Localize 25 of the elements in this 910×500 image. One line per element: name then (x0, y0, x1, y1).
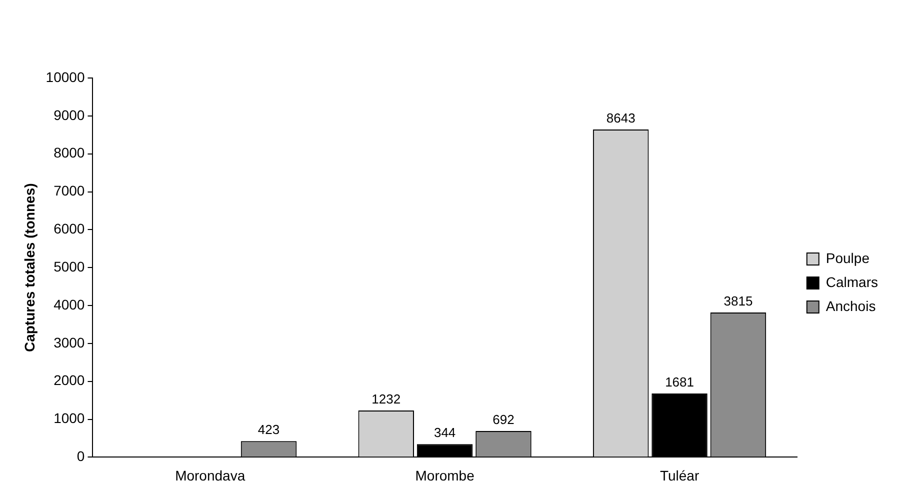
y-tick-label: 1000 (54, 410, 85, 426)
y-tick-label: 6000 (54, 220, 85, 237)
data-label: 692 (492, 412, 514, 428)
y-tick-label: 4000 (54, 296, 85, 312)
x-tick-label: Tuléar (660, 467, 700, 484)
y-tick-label: 10000 (46, 68, 85, 85)
data-label: 423 (258, 422, 280, 438)
data-label: 1232 (372, 392, 401, 407)
y-tick-label: 8000 (54, 144, 85, 161)
data-label: 8643 (606, 110, 636, 126)
legend-label: Calmars (826, 274, 878, 290)
y-tick-label: 0 (76, 448, 85, 464)
data-label: 344 (434, 425, 456, 440)
y-tick-label: 7000 (54, 182, 85, 199)
legend-label: Anchois (826, 298, 876, 314)
x-tick-label: Morondava (175, 467, 246, 484)
data-label: 1681 (665, 374, 694, 390)
x-tick-label: Morombe (415, 467, 475, 484)
y-tick-label: 3000 (54, 334, 85, 350)
y-tick-label: 5000 (54, 258, 85, 274)
y-axis-title: Captures totales (tonnes) (21, 183, 38, 352)
data-label: 3815 (724, 294, 753, 309)
legend-label: Poulpe (826, 250, 870, 266)
y-tick-label: 9000 (54, 106, 85, 123)
y-tick-label: 2000 (54, 372, 85, 388)
